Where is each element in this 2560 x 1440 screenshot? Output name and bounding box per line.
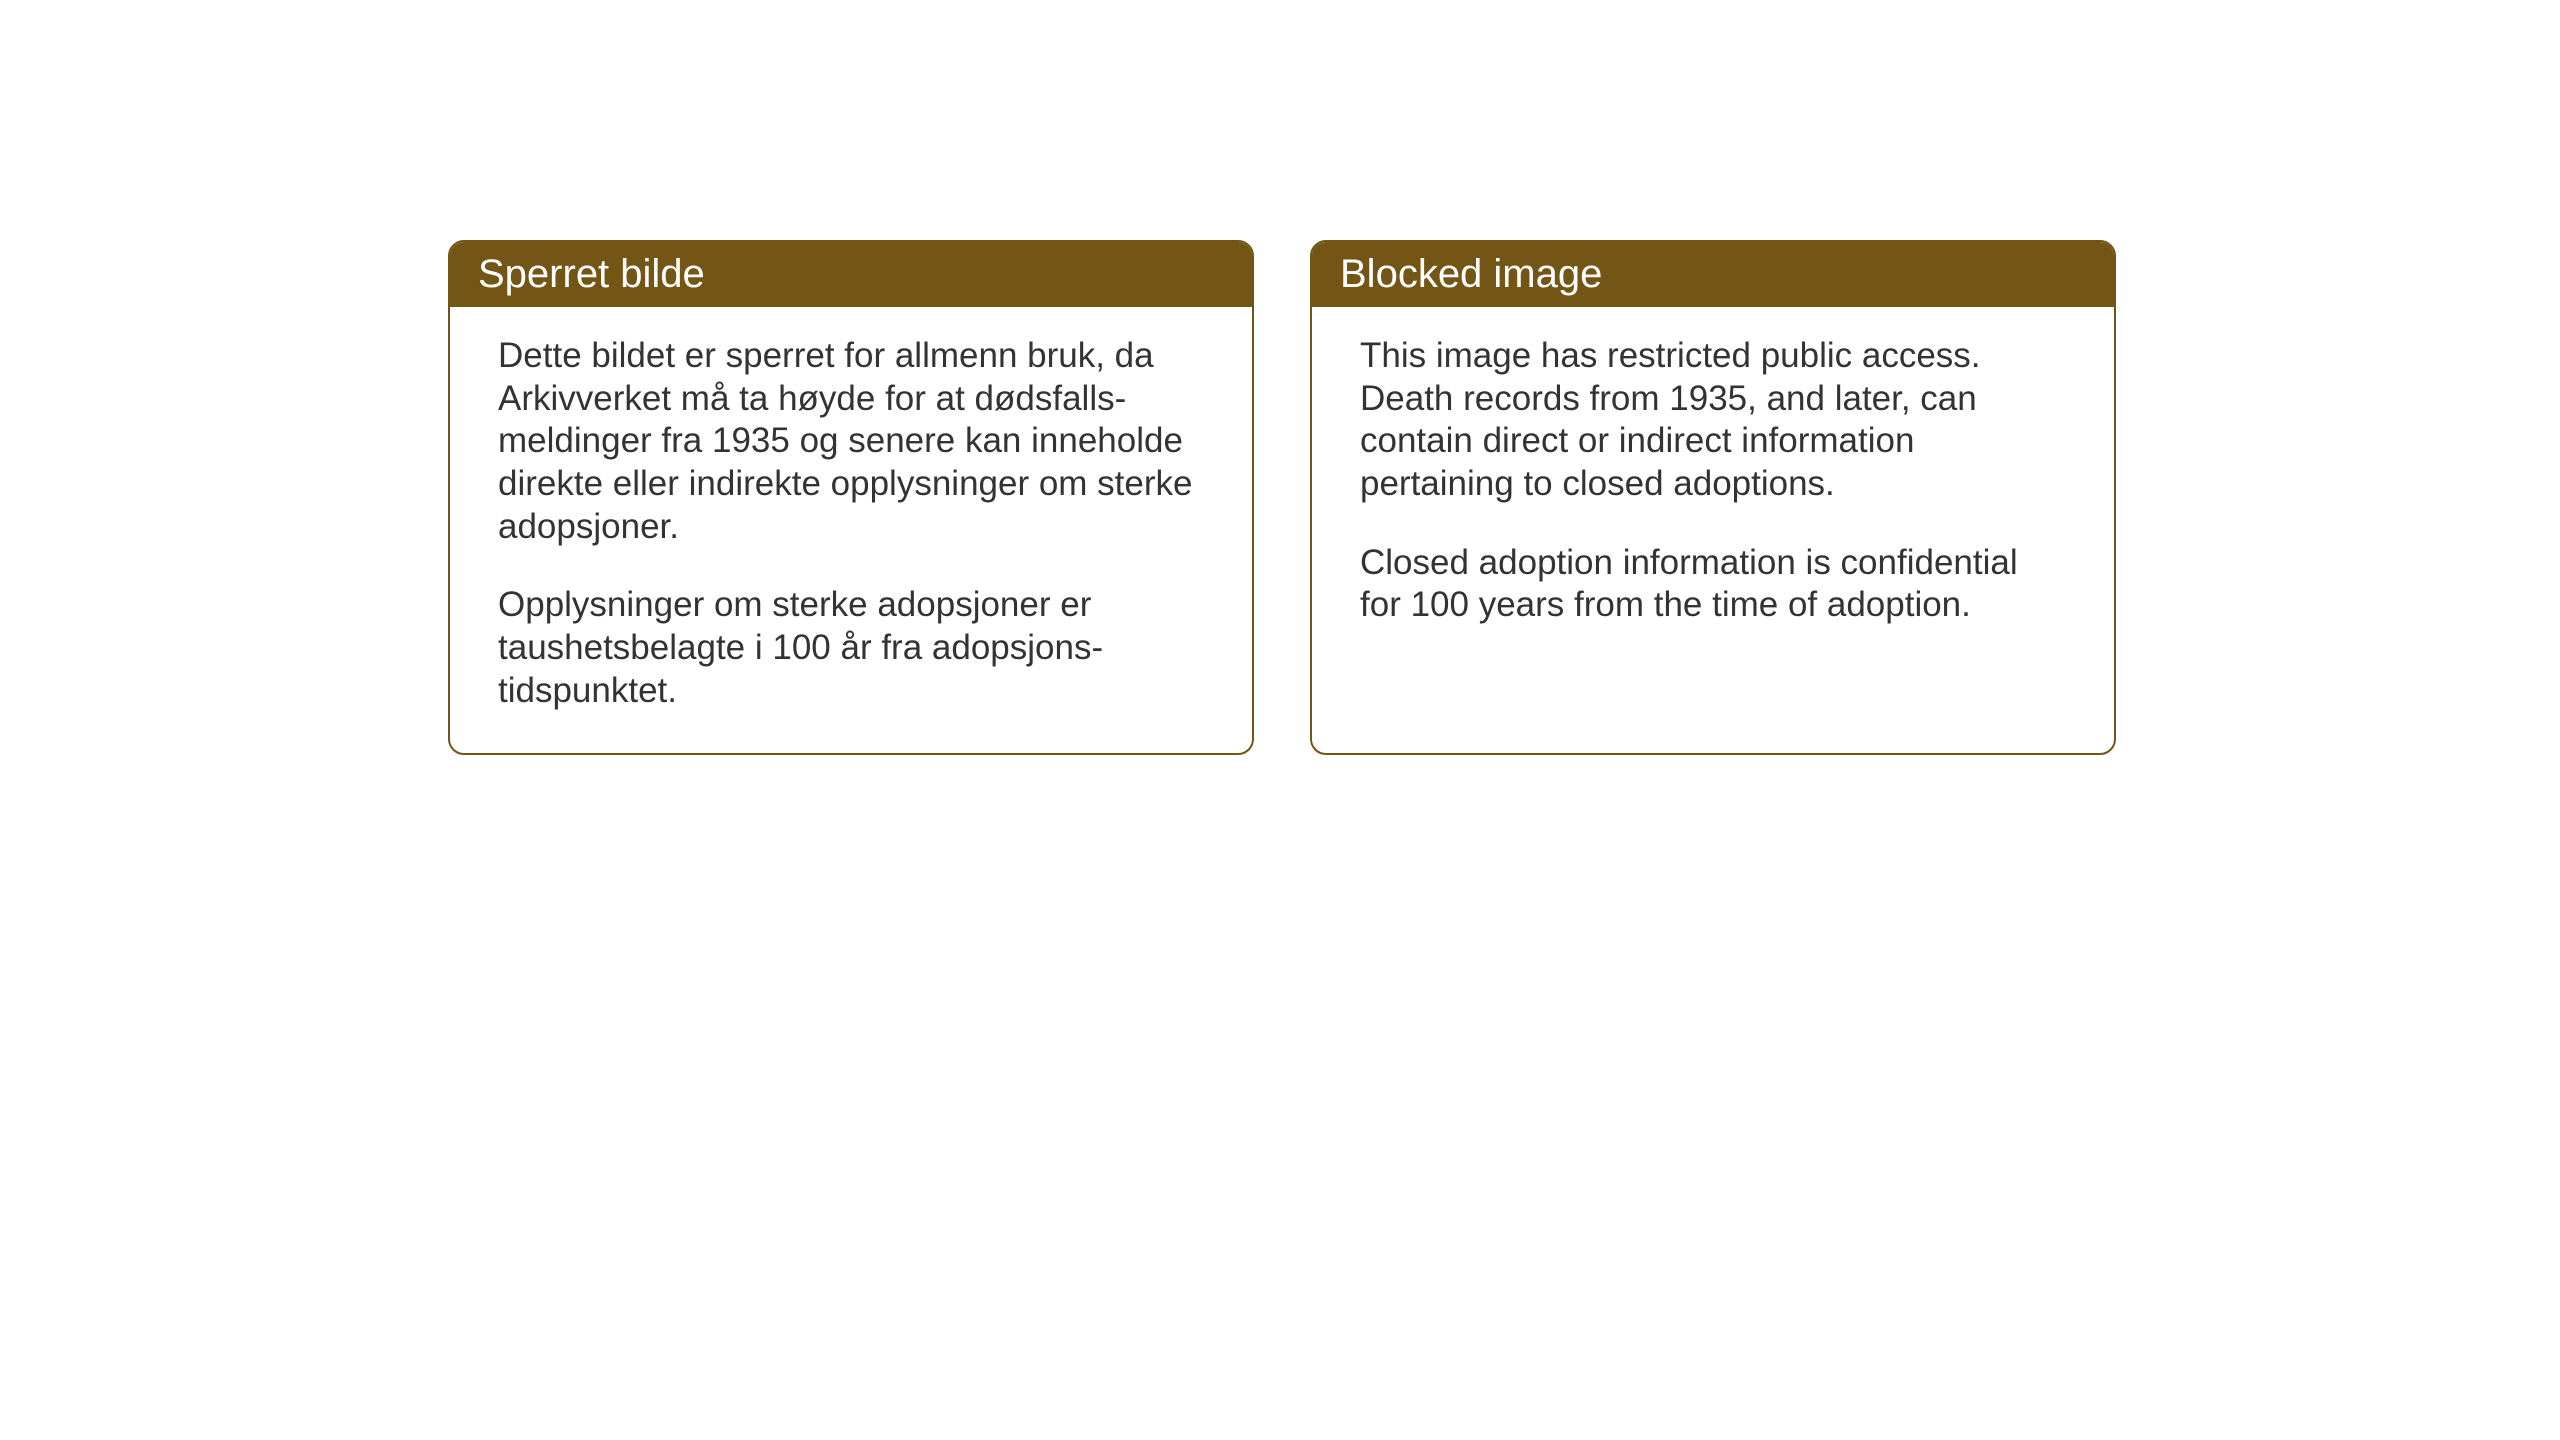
card-header-english: Blocked image (1312, 242, 2114, 307)
card-paragraph: Dette bildet er sperret for allmenn bruk… (498, 335, 1204, 548)
card-body-norwegian: Dette bildet er sperret for allmenn bruk… (450, 307, 1252, 753)
card-paragraph: Opplysninger om sterke adopsjoner er tau… (498, 584, 1204, 712)
cards-container: Sperret bilde Dette bildet er sperret fo… (448, 240, 2116, 755)
card-body-english: This image has restricted public access.… (1312, 307, 2114, 667)
card-english: Blocked image This image has restricted … (1310, 240, 2116, 755)
card-title: Blocked image (1340, 252, 1602, 296)
card-paragraph: Closed adoption information is confident… (1360, 542, 2066, 627)
card-norwegian: Sperret bilde Dette bildet er sperret fo… (448, 240, 1254, 755)
card-paragraph: This image has restricted public access.… (1360, 335, 2066, 506)
card-title: Sperret bilde (478, 252, 705, 296)
card-header-norwegian: Sperret bilde (450, 242, 1252, 307)
